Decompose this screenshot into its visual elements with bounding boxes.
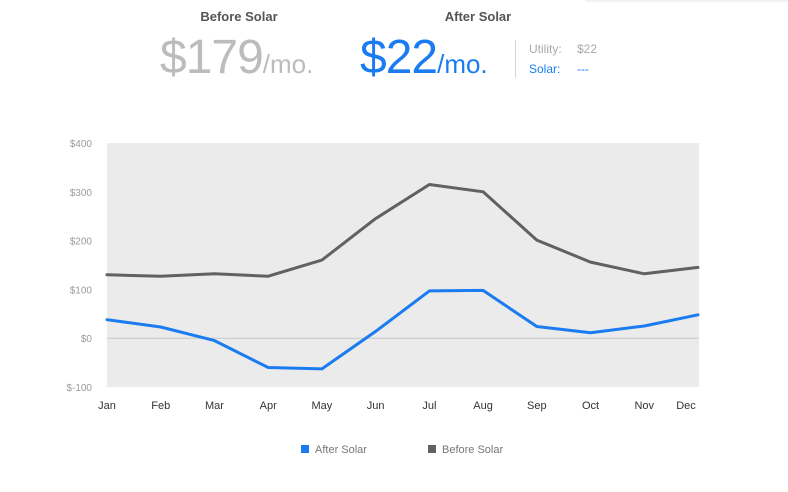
x-tick-label: May bbox=[312, 400, 333, 412]
summary-divider bbox=[515, 40, 516, 78]
top-edge-shadow bbox=[585, 0, 788, 2]
before-solar-monthly-cost: $179/mo. bbox=[160, 30, 313, 85]
before-solar-heading: Before Solar bbox=[200, 9, 278, 24]
legend-label-before-solar: Before Solar bbox=[442, 444, 504, 456]
x-tick-label: Mar bbox=[205, 400, 224, 412]
before-solar-amount: $179 bbox=[160, 31, 264, 84]
y-tick-label: $0 bbox=[81, 334, 93, 345]
after-solar-amount: $22 bbox=[360, 31, 438, 84]
solar-label: Solar: bbox=[529, 62, 561, 76]
legend-swatch-after-solar bbox=[301, 445, 309, 453]
legend-swatch-before-solar bbox=[428, 445, 436, 453]
utility-label: Utility: bbox=[529, 42, 562, 56]
legend-item-after-solar[interactable]: After Solar bbox=[301, 444, 367, 456]
x-tick-label: Nov bbox=[634, 400, 654, 412]
utility-value: $22 bbox=[577, 42, 598, 56]
legend-item-before-solar[interactable]: Before Solar bbox=[428, 444, 503, 456]
x-tick-label: Aug bbox=[473, 400, 493, 412]
x-tick-label: Apr bbox=[260, 400, 277, 412]
x-tick-label: Feb bbox=[151, 400, 170, 412]
y-tick-label: $-100 bbox=[66, 383, 92, 394]
after-solar-heading: After Solar bbox=[444, 9, 512, 24]
y-tick-label: $100 bbox=[70, 285, 93, 296]
series-line-before-solar bbox=[105, 183, 700, 278]
x-tick-label: Jul bbox=[422, 400, 436, 412]
after-solar-monthly-cost: $22/mo. bbox=[360, 30, 488, 85]
y-tick-label: $400 bbox=[70, 139, 93, 150]
legend-label-after-solar: After Solar bbox=[315, 444, 367, 456]
x-tick-label: Oct bbox=[582, 400, 599, 412]
after-solar-per-month: /mo. bbox=[437, 49, 488, 79]
x-tick-label: Jan bbox=[98, 400, 116, 412]
x-tick-label: Dec bbox=[676, 400, 696, 412]
before-solar-per-month: /mo. bbox=[262, 49, 314, 79]
solar-value: --- bbox=[577, 62, 589, 76]
x-tick-label: Sep bbox=[527, 400, 547, 412]
y-tick-label: $300 bbox=[70, 188, 93, 199]
y-tick-label: $200 bbox=[70, 237, 93, 248]
x-tick-label: Jun bbox=[367, 400, 385, 412]
series-line-after-solar bbox=[105, 288, 700, 371]
